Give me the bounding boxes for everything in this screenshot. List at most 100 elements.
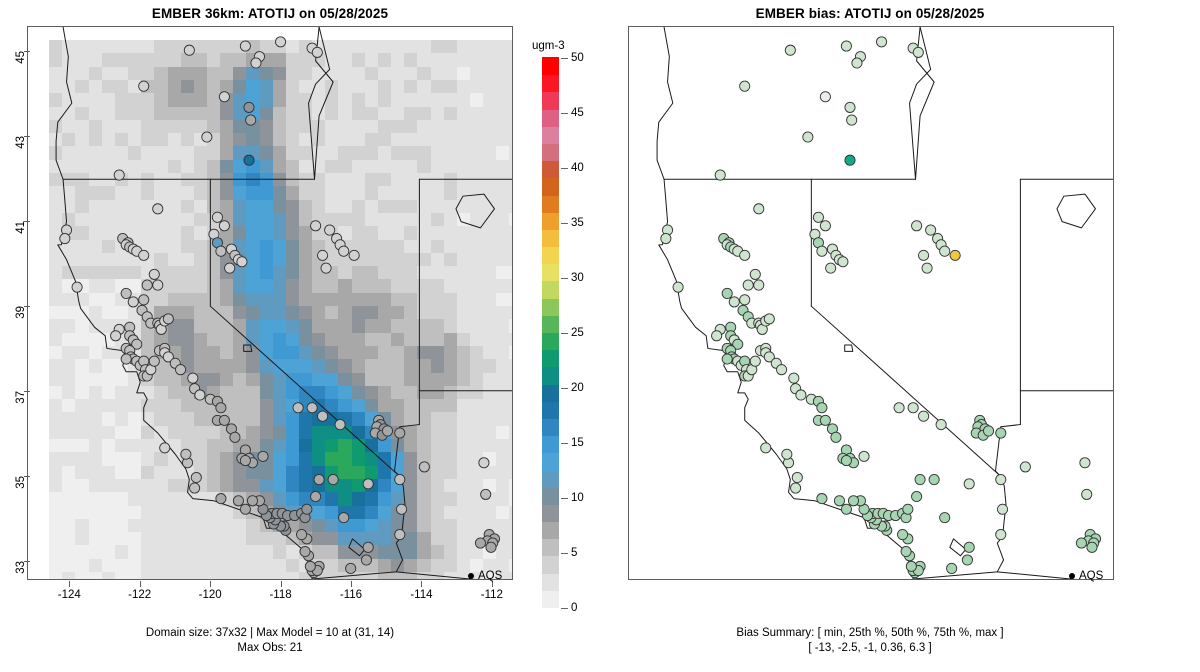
observation-site-marker — [912, 46, 924, 58]
model-grid-cell — [62, 465, 76, 480]
model-grid-cell — [220, 106, 234, 121]
model-grid-cell — [154, 452, 168, 467]
model-grid-cell — [285, 425, 300, 440]
model-grid-cell — [233, 412, 247, 427]
model-grid-cell — [430, 306, 445, 320]
caption-right-line1: Bias Summary: [ min, 25th %, 50th %, 75t… — [736, 627, 1004, 639]
model-grid-cell — [483, 359, 497, 373]
model-grid-cell — [430, 319, 445, 334]
model-grid-cell — [404, 332, 418, 347]
model-grid-cell — [154, 159, 168, 174]
model-grid-cell — [128, 279, 142, 294]
model-grid-cell — [391, 79, 405, 94]
model-grid-cell — [180, 106, 195, 121]
model-grid-cell — [338, 199, 353, 214]
model-grid-cell — [114, 465, 129, 480]
model-grid-cell — [299, 319, 313, 334]
model-grid-cell — [206, 319, 221, 334]
model-grid-cell — [456, 372, 471, 387]
model-grid-cell — [101, 93, 116, 107]
model-grid-cell — [49, 173, 63, 187]
model-grid-cell — [456, 226, 471, 240]
observation-site-marker — [113, 169, 125, 181]
model-grid-cell — [509, 372, 512, 387]
model-grid-cell — [101, 478, 116, 493]
model-grid-cell — [338, 345, 353, 360]
model-grid-cell — [443, 133, 458, 147]
colorbar-tick-label: 35 — [571, 217, 584, 229]
model-grid-cell — [430, 399, 445, 413]
model-grid-cell — [75, 133, 90, 147]
model-grid-cell — [75, 212, 90, 227]
colorbar-tick-label: 10 — [571, 492, 584, 504]
model-grid-cell — [299, 279, 313, 294]
model-grid-cell — [114, 385, 129, 400]
model-grid-cell — [220, 159, 234, 174]
model-grid-cell — [325, 332, 339, 347]
model-grid-cell — [443, 212, 458, 227]
model-grid-cell — [167, 292, 182, 307]
model-grid-cell — [443, 266, 458, 280]
model-grid-cell — [193, 212, 208, 227]
model-grid-cell — [246, 133, 261, 147]
model-grid-cell — [167, 505, 182, 520]
colorbar-tick — [561, 58, 568, 59]
model-grid-cell — [364, 40, 379, 54]
model-grid-cell — [391, 292, 405, 307]
model-grid-cell — [364, 505, 379, 520]
model-grid-cell — [443, 478, 458, 493]
model-grid-cell — [364, 252, 379, 267]
model-grid-cell — [141, 478, 155, 493]
model-grid-cell — [338, 146, 353, 161]
model-grid-cell — [312, 279, 326, 294]
model-grid-cell — [180, 266, 195, 280]
model-grid-cell — [325, 119, 339, 134]
model-grid-cell — [62, 439, 76, 453]
model-grid-cell — [62, 146, 76, 161]
observation-site-marker — [893, 402, 905, 414]
model-grid-cell — [338, 212, 353, 227]
x-tick — [139, 581, 141, 587]
model-grid-cell — [364, 93, 379, 107]
model-grid-cell — [483, 399, 497, 413]
model-grid-cell — [88, 266, 103, 280]
model-grid-cell — [325, 345, 339, 360]
model-grid-cell — [377, 186, 392, 201]
observation-site-marker — [138, 80, 150, 92]
model-grid-cell — [259, 40, 274, 54]
model-grid-cell — [417, 319, 431, 334]
model-grid-cell — [404, 53, 418, 68]
model-grid-cell — [220, 385, 234, 400]
model-grid-cell — [299, 345, 313, 360]
model-grid-cell — [325, 385, 339, 400]
model-grid-cell — [193, 66, 208, 81]
model-grid-cell — [141, 492, 155, 506]
model-grid-cell — [509, 199, 512, 214]
model-grid-cell — [167, 518, 182, 533]
model-grid-cell — [404, 40, 418, 54]
model-grid-cell — [285, 439, 300, 453]
model-grid-cell — [128, 412, 142, 427]
model-grid-cell — [88, 252, 103, 267]
observation-site-marker — [360, 554, 372, 566]
model-grid-cell — [259, 372, 274, 387]
model-grid-cell — [180, 319, 195, 334]
model-grid-cell — [88, 345, 103, 360]
model-grid-cell — [49, 385, 63, 400]
model-grid-cell — [88, 199, 103, 214]
model-grid-cell — [496, 239, 510, 254]
model-grid-cell — [299, 146, 313, 161]
observation-site-marker — [317, 249, 329, 261]
model-grid-cell — [193, 159, 208, 174]
model-grid-cell — [417, 159, 431, 174]
model-grid-cell — [75, 173, 90, 187]
model-grid-cell — [299, 332, 313, 347]
model-grid-cell — [285, 306, 300, 320]
model-grid-cell — [496, 53, 510, 68]
observation-site-marker — [110, 330, 122, 342]
model-grid-cell — [351, 199, 366, 214]
model-grid-cell — [443, 40, 458, 54]
model-grid-cell — [128, 173, 142, 187]
observation-site-marker — [120, 287, 132, 299]
x-tick-label: -114 — [410, 589, 433, 601]
